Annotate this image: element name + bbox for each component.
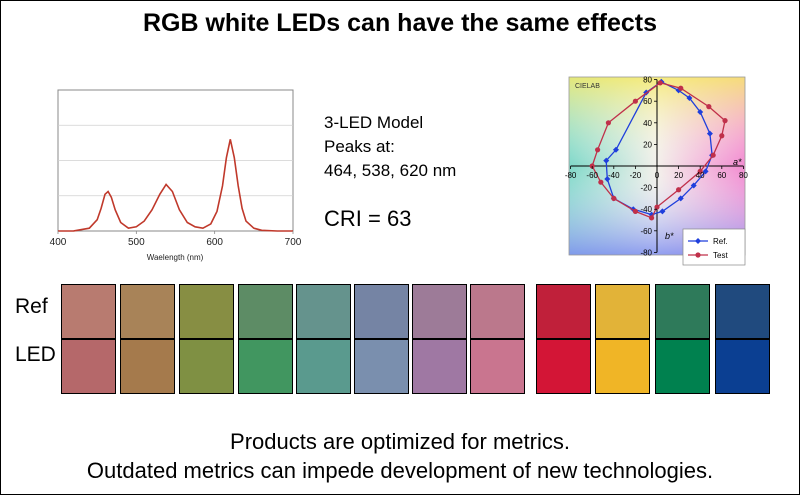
spectrum-series-line [57,139,293,232]
ref-swatch [120,284,175,339]
led-swatch [179,339,234,394]
cielab-point-ref [604,175,611,182]
cielab-legend: Ref. Test [682,228,746,266]
cielab-point-ref [659,208,666,215]
cielab-point-test [595,147,601,153]
cielab-point-test [611,195,617,201]
ref-swatch [715,284,770,339]
row-label-led: LED [15,343,56,366]
ref-swatch [412,284,467,339]
ref-swatch [61,284,116,339]
legend-marker-ref [695,238,701,244]
cielab-a-tick-label: -80 [565,171,577,180]
ref-swatch [655,284,710,339]
cielab-point-test [719,133,725,139]
model-label: 3-LED Model [324,113,424,132]
cielab-point-ref [690,182,697,189]
row-label-ref: Ref [15,295,48,318]
cielab-a-tick-label: 20 [674,171,683,180]
spectrum-x-tick-label: 600 [206,237,223,248]
cielab-chart: CIELAB -80 -60 -40 -20 0 20 40 60 8080604020-20-… [565,76,748,266]
ref-swatch [354,284,409,339]
led-swatch [412,339,467,394]
ref-swatch [179,284,234,339]
spectrum-chart: 400 500 600 700 Waelength (nm) [50,89,302,262]
cielab-point-ref [677,195,684,202]
cielab-point-ref [697,109,704,115]
cielab-point-ref [686,94,693,101]
cielab-title: CIELAB [575,83,600,90]
cielab-a-tick-label: 0 [655,171,660,180]
spectrum-x-tick-label: 400 [50,237,67,248]
cielab-b-tick-label: -40 [640,205,652,214]
ref-swatch [536,284,591,339]
cielab-point-test [722,118,728,124]
ref-swatch [470,284,525,339]
ref-swatch [238,284,293,339]
led-swatch [470,339,525,394]
ref-swatch [595,284,650,339]
cielab-b-tick-label: 20 [643,140,652,149]
cielab-point-test [632,208,638,214]
cielab-point-test [654,204,660,210]
cielab-series [589,78,728,221]
spectrum-gridlines [58,124,293,197]
cielab-point-ref [612,146,619,153]
spectrum-x-axis-label: Waelength (nm) [147,253,204,262]
cielab-point-test [678,85,684,91]
cielab-line-test [591,82,726,219]
cielab-point-test [710,152,716,158]
ref-swatch [296,284,351,339]
spectrum-x-tick-label: 500 [128,237,145,248]
cielab-point-test [657,80,663,86]
spectrum-x-tick-label: 700 [285,237,302,248]
cielab-b-tick-label: 60 [643,97,652,106]
led-swatch [296,339,351,394]
slide-title: RGB white LEDs can have the same effects [142,9,658,37]
cielab-point-ref [702,168,709,175]
cielab-point-test [706,104,712,110]
cielab-a-tick-label: 80 [739,171,748,180]
cielab-b-tick-label: 80 [643,76,652,85]
cielab-a-tick-label: -20 [630,171,642,180]
cielab-b-tick-label: -20 [640,184,652,193]
legend-marker-test [695,252,701,258]
led-swatch [238,339,293,394]
cielab-line-ref [605,81,713,216]
led-swatch [120,339,175,394]
cielab-point-test [649,215,655,221]
peaks-values: 464, 538, 620 nm [324,161,457,180]
cielab-a-tick-label: -60 [586,171,598,180]
led-swatch [715,339,770,394]
cielab-b-tick-label: -60 [640,227,652,236]
cielab-point-test [632,98,638,104]
led-swatch [536,339,591,394]
cri-value: CRI = 63 [324,206,412,231]
cielab-a-axis-label: a* [733,157,742,167]
cielab-b-tick-label: -80 [640,248,652,257]
led-swatch [655,339,710,394]
cielab-b-tick-label: 40 [643,119,652,128]
led-swatch [354,339,409,394]
footer-line-2: Outdated metrics can impede development … [86,458,714,483]
cielab-a-tick-label: 60 [717,171,726,180]
legend-label-ref: Ref. [713,237,728,246]
cielab-point-test [598,179,604,185]
cielab-point-ref [603,157,610,164]
cielab-series-test [589,80,728,221]
legend-label-test: Test [713,251,728,260]
led-swatch [61,339,116,394]
peaks-label: Peaks at: [324,137,395,156]
cielab-point-ref [706,130,713,137]
led-swatch [595,339,650,394]
cielab-b-axis-label: b* [665,231,674,241]
cielab-point-test [697,168,703,174]
cielab-a-tick-label: 40 [696,171,705,180]
cielab-a-tick-label: -40 [608,171,620,180]
cielab-point-test [605,120,611,126]
cielab-point-test [676,187,682,193]
footer-line-1: Products are optimized for metrics. [230,429,570,454]
